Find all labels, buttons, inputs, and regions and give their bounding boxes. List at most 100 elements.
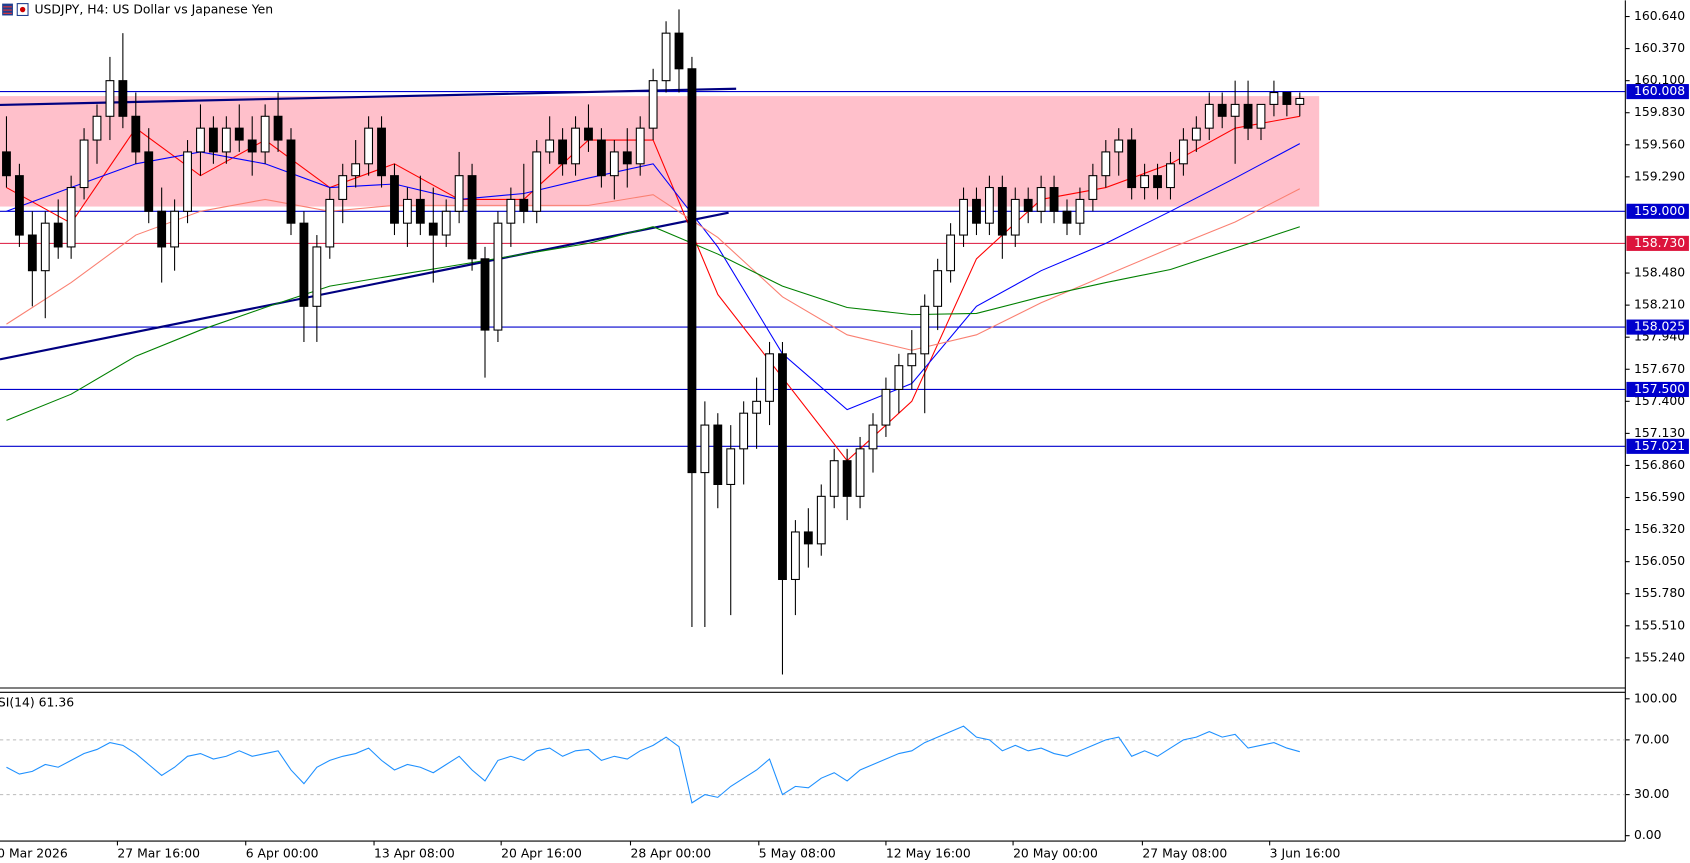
candle-body bbox=[92, 115, 102, 141]
y-tick-label: 156.320 bbox=[1634, 521, 1685, 536]
level-label-bg bbox=[1626, 203, 1689, 219]
candle-body bbox=[157, 210, 167, 248]
candle-body bbox=[351, 163, 361, 177]
candle-body bbox=[726, 448, 736, 485]
candle-body bbox=[247, 139, 257, 153]
level-label: 160.008 bbox=[1634, 83, 1685, 98]
candle-body bbox=[1049, 187, 1059, 212]
candle-body bbox=[972, 198, 981, 224]
candle-body bbox=[1088, 175, 1098, 200]
candle-body bbox=[959, 198, 968, 236]
candle-layer bbox=[2, 9, 1305, 675]
candle-body bbox=[441, 210, 451, 236]
axis-layer: 160.640 160.370 160.100 159.830 159.560 159.2… bbox=[0, 8, 1689, 861]
rsi-tick-label: 70.00 bbox=[1634, 731, 1670, 746]
candle-body bbox=[338, 175, 348, 200]
y-tick-label: 156.590 bbox=[1634, 489, 1685, 504]
rsi-tick-label: 0.00 bbox=[1634, 827, 1662, 842]
y-tick-label: 156.050 bbox=[1634, 553, 1685, 568]
candle-body bbox=[183, 151, 192, 212]
candle-body bbox=[545, 139, 555, 153]
candle-body bbox=[1114, 139, 1124, 153]
candle-body bbox=[53, 222, 63, 248]
level-label: 158.730 bbox=[1634, 235, 1685, 250]
rsi-tick-label: 100.00 bbox=[1634, 690, 1677, 705]
level-layer bbox=[0, 91, 1626, 447]
candle-body bbox=[170, 210, 180, 248]
y-tick-label: 155.780 bbox=[1634, 585, 1685, 600]
candle-body bbox=[286, 139, 296, 224]
candle-body bbox=[2, 151, 11, 177]
y-tick-label: 157.670 bbox=[1634, 361, 1685, 376]
candle-body bbox=[260, 115, 270, 153]
candle-body bbox=[881, 388, 891, 426]
candle-body bbox=[454, 175, 464, 212]
y-tick-label: 160.640 bbox=[1634, 8, 1685, 23]
candle-body bbox=[790, 531, 800, 581]
y-tick-label: 160.370 bbox=[1634, 40, 1685, 55]
candle-body bbox=[506, 198, 516, 224]
x-tick-label: 3 Jun 16:00 bbox=[1270, 846, 1341, 861]
candle-body bbox=[273, 115, 283, 141]
candle-body bbox=[1062, 210, 1072, 224]
candle-body bbox=[221, 127, 231, 153]
trend-line bbox=[0, 211, 729, 361]
chart-title: USDJPY, H4: US Dollar vs Japanese Yen bbox=[34, 2, 273, 17]
candle-body bbox=[558, 139, 568, 165]
level-label: 157.021 bbox=[1634, 438, 1685, 453]
candle-body bbox=[325, 198, 335, 248]
candle-body bbox=[364, 127, 374, 165]
candle-body bbox=[1230, 103, 1240, 117]
title-bg bbox=[0, 0, 367, 20]
candle-body bbox=[40, 222, 50, 272]
zone bbox=[0, 96, 1320, 207]
candle-body bbox=[1256, 103, 1266, 129]
candle-body bbox=[467, 175, 477, 260]
x-tick-label: 13 Apr 08:00 bbox=[374, 846, 455, 861]
y-tick-label: 158.210 bbox=[1634, 297, 1685, 312]
candle-body bbox=[984, 187, 994, 224]
level-label-bg bbox=[1626, 438, 1689, 454]
candle-body bbox=[1204, 103, 1214, 129]
zone-layer bbox=[0, 96, 1320, 207]
candle-body bbox=[997, 187, 1007, 236]
candle-body bbox=[1140, 175, 1150, 189]
y-tick-label: 159.830 bbox=[1634, 104, 1685, 119]
candle-body bbox=[14, 175, 24, 236]
x-tick-label: 12 May 16:00 bbox=[886, 846, 971, 861]
candle-body bbox=[532, 151, 542, 212]
candle-body bbox=[946, 234, 956, 272]
candle-body bbox=[1178, 139, 1188, 165]
candle-body bbox=[1153, 175, 1162, 189]
rsi-label: RSI(14) 61.36 bbox=[0, 695, 74, 710]
candle-body bbox=[584, 127, 593, 141]
candle-body bbox=[415, 198, 425, 224]
x-tick-label: 28 Apr 00:00 bbox=[630, 846, 711, 861]
symbol-icon bbox=[2, 3, 29, 17]
level-label: 157.500 bbox=[1634, 381, 1685, 396]
candle-body bbox=[609, 151, 619, 177]
candle-body bbox=[571, 127, 580, 165]
x-tick-label: 20 May 00:00 bbox=[1013, 846, 1098, 861]
y-tick-label: 159.560 bbox=[1634, 136, 1685, 151]
candle-body bbox=[390, 175, 399, 224]
candle-body bbox=[803, 531, 813, 545]
rsi-line bbox=[6, 725, 1300, 804]
candle-body bbox=[1101, 151, 1111, 177]
candle-body bbox=[868, 424, 878, 450]
candle-body bbox=[700, 424, 710, 474]
candle-body bbox=[428, 222, 438, 236]
candle-body bbox=[1243, 103, 1253, 129]
y-tick-label: 158.480 bbox=[1634, 265, 1685, 280]
y-tick-label: 155.510 bbox=[1634, 617, 1685, 632]
candle-body bbox=[752, 400, 762, 414]
candle-body bbox=[118, 80, 128, 117]
level-label: 159.000 bbox=[1634, 203, 1685, 218]
candle-body bbox=[1010, 198, 1020, 236]
x-tick-label: 27 May 08:00 bbox=[1142, 846, 1227, 861]
candle-body bbox=[635, 127, 645, 165]
x-tick-label: 20 Apr 16:00 bbox=[501, 846, 582, 861]
level-label-bg bbox=[1626, 235, 1689, 251]
y-tick-label: 155.240 bbox=[1634, 649, 1685, 664]
candle-body bbox=[299, 222, 309, 307]
